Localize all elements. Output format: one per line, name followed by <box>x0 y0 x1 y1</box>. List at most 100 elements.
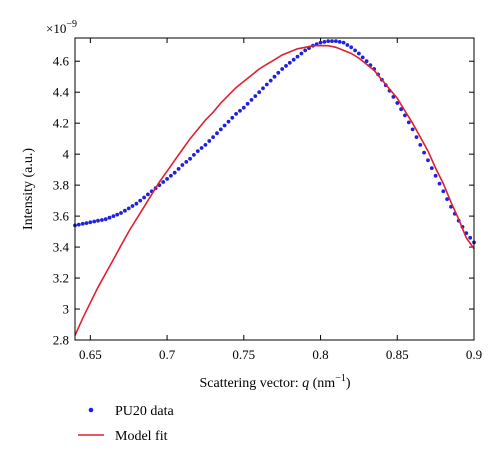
x-axis-title-unit-power: −1 <box>335 373 346 384</box>
x-tick-label: 0.9 <box>466 347 482 362</box>
x-tick-label: 0.75 <box>232 347 255 362</box>
exponent-base: ×10 <box>46 21 66 36</box>
data-point-pu20-data <box>100 218 104 222</box>
data-point-pu20-data <box>88 220 93 225</box>
data-point-pu20-data <box>226 119 231 124</box>
data-point-pu20-data <box>360 55 365 60</box>
legend-label-model-fit: Model fit <box>115 429 168 444</box>
data-point-pu20-data <box>403 113 407 118</box>
data-point-pu20-data <box>234 112 239 116</box>
data-point-pu20-data <box>364 59 369 64</box>
y-tick-label: 2.8 <box>53 333 69 348</box>
data-point-pu20-data <box>115 212 120 217</box>
data-point-pu20-data <box>103 217 108 222</box>
data-point-pu20-data <box>429 166 434 171</box>
data-point-pu20-data <box>426 158 430 163</box>
data-point-pu20-data <box>169 173 173 178</box>
data-point-pu20-data <box>268 78 273 83</box>
data-point-pu20-data <box>295 54 300 59</box>
data-point-pu20-data <box>161 180 166 184</box>
data-point-pu20-data <box>84 221 89 226</box>
data-point-pu20-data <box>80 221 85 226</box>
axis-exponent-label: ×10−9 <box>46 19 77 36</box>
data-point-pu20-data <box>280 67 285 71</box>
data-point-pu20-data <box>257 90 262 95</box>
data-point-pu20-data <box>107 215 112 220</box>
data-point-pu20-data <box>195 149 200 154</box>
x-axis-title-unit-close: ) <box>346 376 351 391</box>
data-point-pu20-data <box>199 146 204 150</box>
data-point-pu20-data <box>337 40 342 44</box>
plot-layer <box>73 39 476 336</box>
data-point-pu20-data <box>406 120 411 125</box>
data-point-pu20-data <box>334 39 338 43</box>
legend-label-pu20-data: PU20 data <box>115 404 175 419</box>
data-point-pu20-data <box>92 219 97 224</box>
data-point-pu20-data <box>238 108 242 113</box>
data-point-pu20-data <box>211 135 216 140</box>
data-point-pu20-data <box>165 177 170 181</box>
data-point-pu20-data <box>222 123 227 128</box>
x-axis-title-unit-open: (nm <box>309 376 335 391</box>
data-point-pu20-data <box>142 195 147 200</box>
data-point-pu20-data <box>249 98 254 102</box>
data-point-pu20-data <box>345 43 350 47</box>
data-point-pu20-data <box>146 192 150 197</box>
y-axis-title: Intensity (a.u.) <box>21 148 36 230</box>
data-point-pu20-data <box>215 131 219 136</box>
data-point-pu20-data <box>126 206 131 211</box>
data-point-pu20-data <box>468 235 473 240</box>
data-point-pu20-data <box>264 82 269 87</box>
data-point-pu20-data <box>399 107 403 112</box>
y-tick-label: 4.2 <box>53 116 69 131</box>
plot-frame <box>74 37 475 341</box>
x-tick-label: 0.8 <box>312 347 328 362</box>
data-point-pu20-data <box>357 51 361 56</box>
data-point-pu20-data <box>326 39 331 43</box>
data-point-pu20-data <box>341 40 346 45</box>
y-tick-label: 3.6 <box>53 209 70 224</box>
data-point-pu20-data <box>138 198 143 203</box>
y-tick-label: 3.4 <box>53 240 70 255</box>
data-point-pu20-data <box>218 127 223 132</box>
data-point-pu20-data <box>180 163 185 167</box>
data-point-pu20-data <box>230 115 235 120</box>
data-point-pu20-data <box>130 204 135 208</box>
y-tick-label: 4 <box>63 147 70 162</box>
y-tick-label: 4.4 <box>53 85 70 100</box>
x-axis-title-var: q <box>302 376 309 391</box>
data-point-pu20-data <box>253 94 258 98</box>
data-point-pu20-data <box>188 156 193 161</box>
data-point-pu20-data <box>433 173 438 178</box>
data-point-pu20-data <box>395 101 400 105</box>
x-tick-label: 0.65 <box>79 347 102 362</box>
legend-marker-pu20-data <box>88 407 94 413</box>
y-tick-label: 3.2 <box>53 271 69 286</box>
data-point-pu20-data <box>272 74 277 79</box>
data-point-pu20-data <box>353 48 357 53</box>
legend: PU20 data Model fit <box>78 404 175 444</box>
data-point-pu20-data <box>437 181 442 186</box>
data-point-pu20-data <box>207 139 212 143</box>
data-point-pu20-data <box>445 197 449 202</box>
data-point-pu20-data <box>134 201 139 206</box>
x-tick-label: 0.85 <box>386 347 409 362</box>
x-tick-label: 0.7 <box>159 347 176 362</box>
data-point-pu20-data <box>322 40 327 44</box>
data-point-pu20-data <box>414 135 419 140</box>
data-point-pu20-data <box>330 39 334 43</box>
data-point-pu20-data <box>441 189 446 194</box>
data-point-pu20-data <box>111 214 116 219</box>
data-point-pu20-data <box>76 222 81 227</box>
series-line-model-fit <box>74 44 475 336</box>
y-tick-label: 3.8 <box>53 178 69 193</box>
data-point-pu20-data <box>291 57 296 62</box>
data-point-pu20-data <box>184 160 189 164</box>
data-point-pu20-data <box>123 208 127 213</box>
ticks-layer: 0.65 0.7 0.75 0.8 0.85 0.9 2.8 3 3.2 3.4 3.6 3.8 4 4.… <box>53 38 482 362</box>
data-point-pu20-data <box>96 218 100 223</box>
exponent-power: −9 <box>66 19 77 30</box>
x-axis-title: Scattering vector: q (nm−1) <box>199 373 350 391</box>
data-point-pu20-data <box>287 60 292 65</box>
y-tick-label: 4.6 <box>53 54 70 69</box>
